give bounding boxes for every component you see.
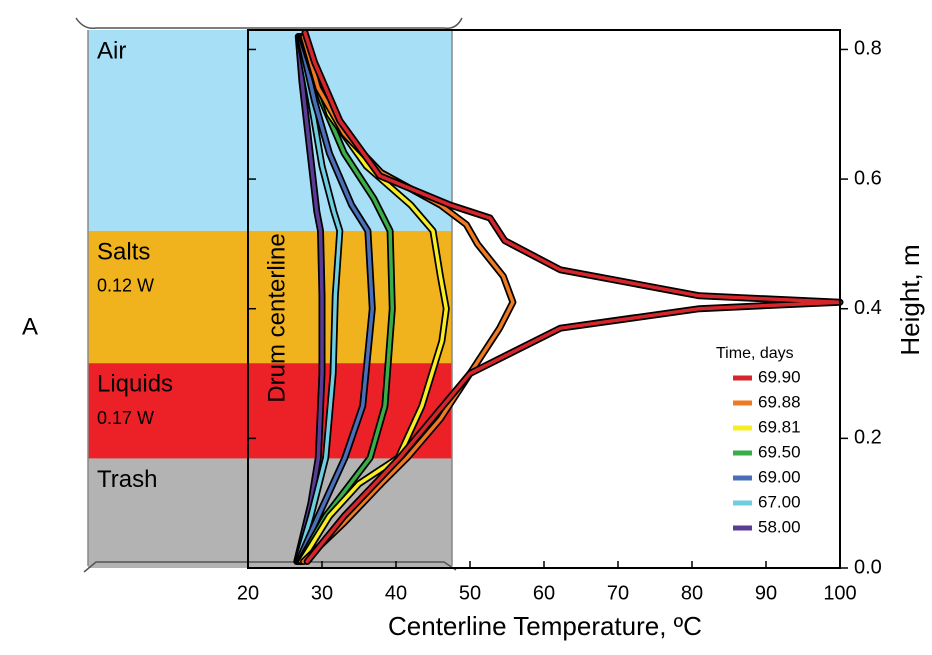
legend-label: 67.00: [758, 492, 801, 511]
legend-label: 69.90: [758, 367, 801, 386]
drum: Air Salts 0.12 W Liquids 0.17 W Trash: [75, 17, 463, 573]
x-tick-label: 50: [459, 582, 481, 604]
y-tick-label: 0.4: [854, 297, 882, 319]
curves: [293, 29, 844, 565]
x-tick-label: 30: [311, 582, 333, 604]
drum-base: [83, 561, 457, 573]
legend-label: 69.81: [758, 417, 801, 436]
y-tick-label: 0.0: [854, 556, 882, 578]
curve: [296, 34, 375, 564]
panel-label: A: [22, 313, 38, 340]
curve: [298, 34, 395, 564]
drum-layer: [88, 30, 452, 231]
x-tick-label: 20: [237, 582, 259, 604]
layer-label: Salts: [97, 238, 150, 265]
y-axis-label: Height, m: [895, 244, 925, 355]
layer-label: Trash: [97, 466, 157, 493]
drum-rim: [75, 17, 463, 30]
legend-title: Time, days: [716, 345, 794, 362]
centerline-annotation: Drum centerline: [263, 233, 290, 402]
layer-power: 0.17 W: [97, 408, 154, 428]
layer-label: Air: [97, 37, 126, 64]
curve: [303, 30, 842, 564]
x-tick-label: 60: [533, 582, 555, 604]
y-tick-label: 0.2: [854, 427, 882, 449]
x-tick-label: 100: [823, 582, 856, 604]
y-tick-label: 0.8: [854, 38, 882, 60]
layer-label: Liquids: [97, 371, 173, 398]
x-tick-label: 40: [385, 582, 407, 604]
x-tick-label: 90: [755, 582, 777, 604]
x-axis-label: Centerline Temperature, ºC: [388, 611, 702, 641]
legend-label: 58.00: [758, 517, 801, 536]
curve: [295, 34, 342, 564]
x-tick-label: 80: [681, 582, 703, 604]
drum-layer: [88, 363, 452, 459]
legend-label: 69.00: [758, 467, 801, 486]
legend-label: 69.88: [758, 392, 801, 411]
curve: [295, 34, 324, 564]
y-tick-label: 0.6: [854, 167, 882, 189]
legend-label: 69.50: [758, 442, 801, 461]
legend: Time, days 69.90 69.88 69.81 69.50 69.00 67.0…: [716, 345, 801, 536]
x-tick-label: 70: [607, 582, 629, 604]
curve: [299, 34, 449, 564]
layer-power: 0.12 W: [97, 276, 154, 296]
